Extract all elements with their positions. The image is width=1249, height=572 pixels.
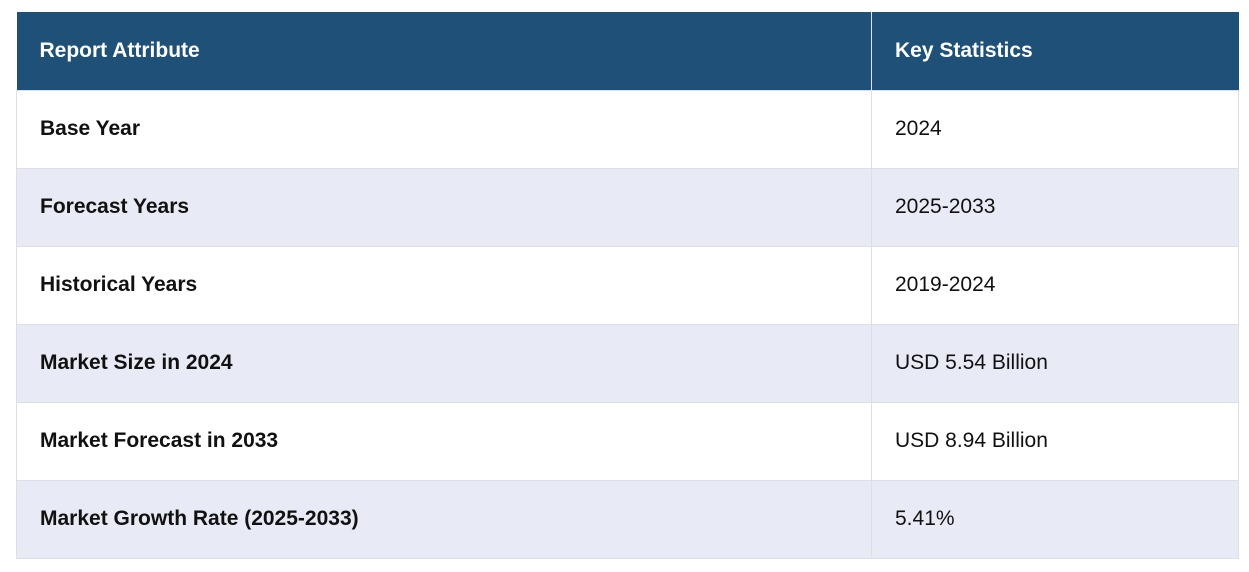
table-row: Market Size in 2024 USD 5.54 Billion <box>16 323 1239 403</box>
table-row: Base Year 2024 <box>16 89 1239 169</box>
table-row: Historical Years 2019-2024 <box>16 245 1239 325</box>
row-value-cell: 2019-2024 <box>871 245 1239 325</box>
row-attribute-cell: Market Growth Rate (2025-2033) <box>16 479 872 559</box>
row-attribute-cell: Market Forecast in 2033 <box>16 401 872 481</box>
row-attribute-cell: Forecast Years <box>16 167 872 247</box>
table-row: Forecast Years 2025-2033 <box>16 167 1239 247</box>
row-value-cell: 2024 <box>871 89 1239 169</box>
report-attributes-table: Report Attribute Key Statistics Base Yea… <box>16 12 1239 559</box>
header-report-attribute: Report Attribute <box>16 12 872 90</box>
table-header: Report Attribute Key Statistics <box>16 12 1239 90</box>
row-attribute-cell: Base Year <box>16 89 872 169</box>
header-key-statistics: Key Statistics <box>871 12 1239 90</box>
report-table-container: Report Attribute Key Statistics Base Yea… <box>16 12 1239 559</box>
table-row: Market Forecast in 2033 USD 8.94 Billion <box>16 401 1239 481</box>
header-row: Report Attribute Key Statistics <box>16 12 1239 90</box>
row-value-cell: USD 5.54 Billion <box>871 323 1239 403</box>
row-value-cell: USD 8.94 Billion <box>871 401 1239 481</box>
table-body: Base Year 2024 Forecast Years 2025-2033 … <box>16 89 1239 559</box>
row-value-cell: 2025-2033 <box>871 167 1239 247</box>
row-attribute-cell: Historical Years <box>16 245 872 325</box>
row-value-cell: 5.41% <box>871 479 1239 559</box>
row-attribute-cell: Market Size in 2024 <box>16 323 872 403</box>
table-row: Market Growth Rate (2025-2033) 5.41% <box>16 479 1239 559</box>
